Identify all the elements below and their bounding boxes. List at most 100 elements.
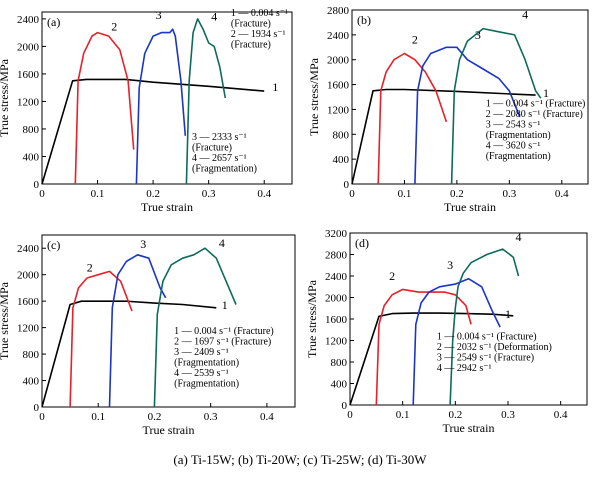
curve-label-1: 1 [505, 307, 511, 321]
series-line-4 [450, 27, 542, 185]
series-line-2 [69, 270, 133, 408]
panel-label: (c) [47, 238, 60, 252]
y-tick-label: 1600 [327, 80, 350, 92]
curve-label-4: 4 [211, 9, 217, 23]
annotation-line: 1 — 0.004 s⁻¹ (Fracture) [174, 326, 274, 337]
x-tick-label: 0 [39, 411, 45, 423]
chart-panel-a: 0 0.1 0.2 0.3 0.4 0 400 800 1200 1600 2000 2400 True… [0, 8, 293, 214]
annotation-line: 3 — 2549 s⁻¹ (Fracture) [437, 352, 534, 363]
x-axis-label: True strain [141, 200, 193, 214]
y-axis-label: True stress/MPa [307, 57, 321, 136]
y-tick-label: 1200 [17, 323, 40, 335]
x-tick-label: 0.2 [148, 411, 162, 423]
y-tick-label: 800 [23, 124, 40, 136]
x-axis-label: True strain [443, 421, 495, 435]
panel-label: (a) [47, 15, 60, 29]
annotation-line: 2 — 1697 s⁻¹ (Fracture) [174, 337, 271, 348]
annotation-line: 2 — 1934 s⁻¹ [231, 29, 286, 40]
annotation-line: 4 — 2942 s⁻¹ [437, 363, 492, 374]
curve-label-3: 3 [475, 28, 481, 42]
curve-label-1: 1 [222, 298, 228, 312]
chart-panel-d: 0 0.1 0.2 0.3 0.4 0 400 800 1200 1600 2000 2400 2800… [305, 228, 588, 435]
y-tick-label: 400 [23, 376, 40, 388]
x-tick-label: 0 [347, 409, 353, 421]
y-axis-label: True stress/MPa [0, 281, 11, 360]
plot-frame [349, 232, 588, 406]
annotation-line: 1 — 0.004 s⁻¹ (Fracture) [486, 98, 586, 109]
annotation-line: 1 — 0.004 s⁻¹ (Fracture) [437, 331, 537, 342]
y-tick-label: 2800 [327, 5, 350, 17]
annotation-line: 4 — 2657 s⁻¹ [192, 153, 247, 164]
x-tick-label: 0.4 [257, 188, 271, 200]
y-tick-label: 2400 [327, 30, 350, 42]
series-line-4 [449, 248, 520, 406]
y-tick-label: 1200 [327, 104, 350, 116]
panel-label: (d) [355, 236, 369, 250]
y-tick-label: 1600 [325, 314, 348, 326]
x-tick-label: 0.2 [450, 188, 464, 200]
series-line-3 [414, 46, 521, 185]
x-tick-label: 0.2 [448, 409, 462, 421]
x-axis-label: True strain [444, 200, 496, 214]
x-tick-label: 0.3 [204, 411, 218, 423]
annotation-line: 3 — 2333 s⁻¹ [192, 132, 247, 143]
series-line-3 [135, 28, 187, 185]
x-tick-label: 0.1 [91, 411, 105, 423]
curve-label-3: 3 [140, 237, 146, 251]
annotation-line: 4 — 2539 s⁻¹ [174, 368, 229, 379]
series-line-4 [153, 247, 237, 408]
curve-label-2: 2 [87, 260, 93, 274]
curve-label-4: 4 [219, 236, 225, 250]
x-tick-label: 0.2 [146, 188, 160, 200]
y-tick-label: 0 [34, 179, 40, 191]
curve-label-2: 2 [412, 33, 418, 47]
series-line-2 [74, 31, 135, 185]
annotation-line: (Fragmentation) [174, 379, 239, 390]
curve-label-2: 2 [389, 269, 395, 283]
y-tick-label: 1200 [325, 336, 348, 348]
y-tick-label: 0 [342, 400, 348, 412]
annotation-line: (Fragmentation) [174, 358, 239, 369]
panel-label: (b) [357, 13, 371, 27]
series-line-1 [41, 78, 265, 185]
y-axis-label: True stress/MPa [305, 279, 319, 358]
curve-label-1: 1 [543, 86, 549, 100]
figure-caption: (a) Ti-15W; (b) Ti-20W; (c) Ti-25W; (d) … [173, 452, 427, 467]
y-tick-label: 400 [331, 379, 348, 391]
series-line-2 [375, 288, 472, 406]
y-tick-label: 2800 [325, 250, 348, 262]
curve-label-4: 4 [522, 8, 528, 22]
annotation-line: (Fracture) [231, 19, 271, 30]
series-line-2 [377, 52, 448, 185]
series-line-3 [412, 277, 501, 406]
y-tick-label: 0 [344, 179, 350, 191]
x-tick-label: 0.3 [501, 409, 515, 421]
annotation-line: (Fragmentation) [192, 163, 257, 174]
x-tick-label: 0.3 [202, 188, 216, 200]
y-tick-label: 0 [34, 402, 40, 414]
x-tick-label: 0.4 [260, 411, 274, 423]
x-tick-label: 0.1 [396, 409, 410, 421]
y-tick-label: 800 [333, 129, 350, 141]
y-tick-label: 800 [331, 357, 348, 369]
x-tick-label: 0 [39, 188, 45, 200]
y-tick-label: 2000 [17, 270, 40, 282]
y-tick-label: 400 [333, 154, 350, 166]
annotation-line: (Fragmentation) [486, 151, 551, 162]
y-tick-label: 2000 [325, 293, 348, 305]
annotation-line: 2 — 2080 s⁻¹ (Fracture) [486, 109, 583, 120]
annotation-line: 3 — 2543 s⁻¹ [486, 119, 541, 130]
curve-label-1: 1 [272, 80, 278, 94]
y-tick-label: 2000 [327, 55, 350, 67]
y-tick-label: 400 [23, 151, 40, 163]
x-tick-label: 0.4 [555, 188, 569, 200]
series-line-4 [185, 18, 227, 185]
x-tick-label: 0 [349, 188, 355, 200]
annotation-line: 1 — 0.004 s⁻¹ [231, 8, 288, 19]
y-tick-label: 2400 [325, 271, 348, 283]
y-tick-label: 800 [23, 349, 40, 361]
x-axis-label: True strain [143, 423, 195, 437]
plot-frame [41, 11, 293, 185]
annotation-line: 3 — 2409 s⁻¹ [174, 347, 229, 358]
series-line-1 [41, 300, 217, 408]
